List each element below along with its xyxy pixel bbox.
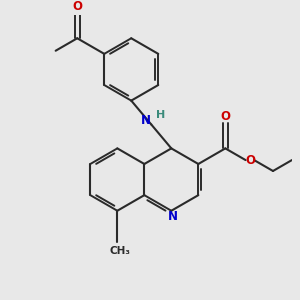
Text: H: H xyxy=(156,110,165,120)
Text: O: O xyxy=(246,154,256,167)
Text: O: O xyxy=(72,0,82,13)
Text: N: N xyxy=(168,211,178,224)
Text: O: O xyxy=(220,110,230,123)
Text: CH₃: CH₃ xyxy=(109,246,130,256)
Text: N: N xyxy=(141,114,151,127)
